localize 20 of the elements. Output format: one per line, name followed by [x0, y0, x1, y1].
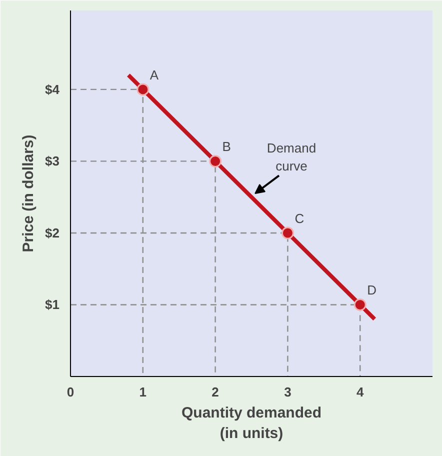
y-tick-label: $3: [45, 154, 60, 169]
annotation: D: [367, 282, 376, 298]
x-tick-label: 0: [66, 384, 74, 400]
x-tick-label: 1: [139, 384, 147, 400]
x-tick-label: 2: [212, 384, 219, 400]
x-tick-label: 4: [356, 384, 364, 400]
y-tick-label: $2: [45, 225, 60, 240]
y-axis-title: Price (in dollars): [20, 134, 38, 252]
y-tick-label: $4: [45, 82, 60, 97]
point: [136, 83, 150, 96]
annotation: Demand curve: [266, 140, 316, 174]
point: [281, 226, 294, 240]
y-tick-label: $1: [45, 297, 60, 312]
annotation: C: [294, 210, 304, 226]
point: [209, 154, 222, 168]
x-axis-title: Quantity demanded (in units): [181, 404, 322, 442]
annotation: A: [150, 67, 159, 82]
x-tick-label: 3: [284, 384, 292, 400]
point: [354, 298, 366, 311]
annotation: B: [222, 139, 231, 154]
